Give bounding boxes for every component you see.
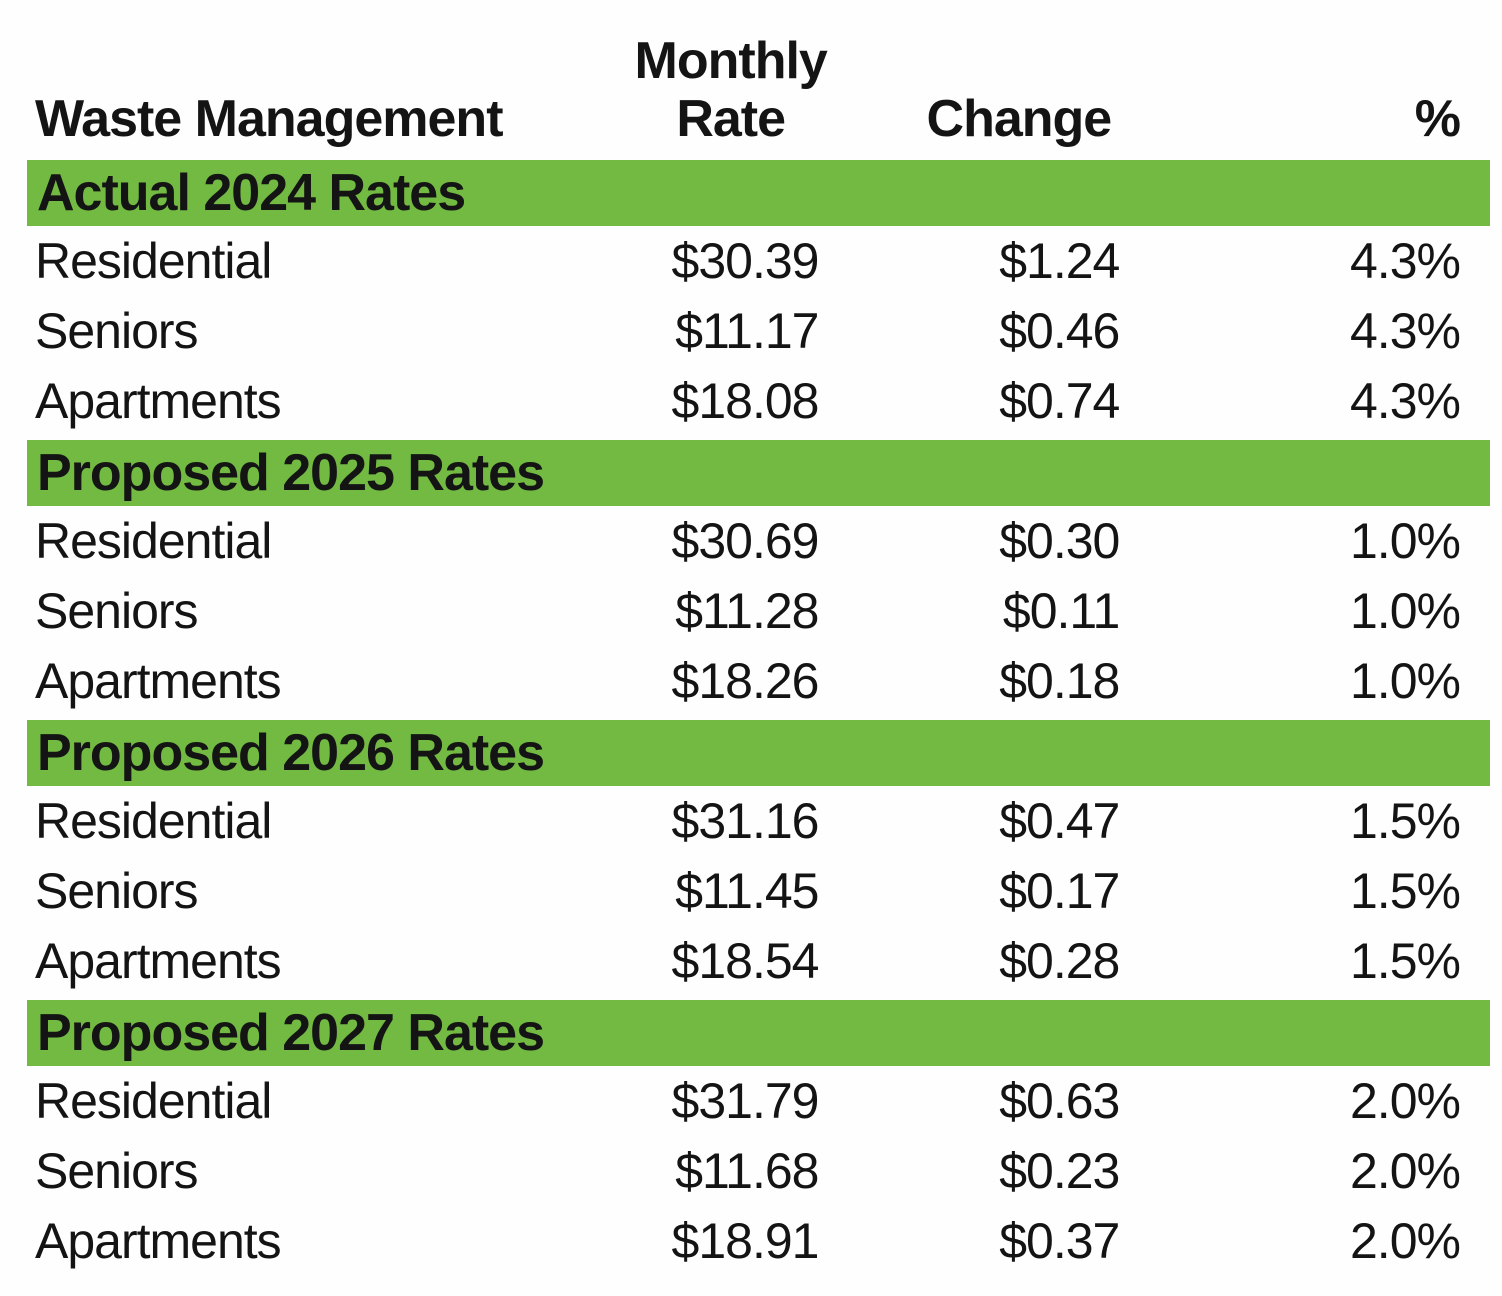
rate-cell: $18.54 [671, 933, 820, 989]
rate-cell: $11.68 [675, 1143, 819, 1199]
section-title: Actual 2024 Rates [37, 164, 466, 222]
rate-cell: $31.79 [671, 1073, 820, 1129]
change-cell: $0.74 [999, 373, 1120, 429]
row-label-cell: Seniors [35, 303, 199, 359]
section-title: Proposed 2026 Rates [37, 724, 545, 782]
section-header-band: Proposed 2025 Rates [27, 440, 1490, 506]
percent-cell: 4.3% [1350, 373, 1461, 429]
col-header-rate: Rate [676, 89, 786, 148]
row-label-cell: Apartments [35, 933, 282, 989]
rate-cell: $30.69 [671, 513, 820, 569]
section-proposed-2025: Proposed 2025 Rates Residential $30.69 $… [27, 440, 1490, 716]
change-cell: $0.17 [999, 863, 1120, 919]
percent-cell: 1.0% [1350, 653, 1461, 709]
percent-cell: 2.0% [1350, 1143, 1461, 1199]
table-row: Residential $30.39 $1.24 4.3% [27, 226, 1490, 296]
row-label-cell: Seniors [35, 1143, 199, 1199]
row-label-cell: Apartments [35, 1213, 282, 1269]
section-header-band: Proposed 2027 Rates [27, 1000, 1490, 1066]
rate-cell: $18.08 [671, 373, 820, 429]
table-row: Apartments $18.08 $0.74 4.3% [27, 366, 1490, 436]
table-header-row: Waste Management Monthly Rate Change % [27, 0, 1490, 160]
section-proposed-2026: Proposed 2026 Rates Residential $31.16 $… [27, 720, 1490, 996]
percent-cell: 4.3% [1350, 303, 1461, 359]
percent-cell: 1.5% [1350, 933, 1461, 989]
rate-cell: $31.16 [671, 793, 820, 849]
table-row: Seniors $11.28 $0.11 1.0% [27, 576, 1490, 646]
rate-cell: $11.17 [675, 303, 819, 359]
row-label-cell: Apartments [35, 653, 282, 709]
percent-cell: 1.5% [1350, 863, 1461, 919]
percent-cell: 1.0% [1350, 513, 1461, 569]
section-title: Proposed 2027 Rates [37, 1004, 545, 1062]
table-row: Seniors $11.68 $0.23 2.0% [27, 1136, 1490, 1206]
section-header-band: Actual 2024 Rates [27, 160, 1490, 226]
section-header-band: Proposed 2026 Rates [27, 720, 1490, 786]
col-header-change: Change [926, 89, 1113, 148]
table-row: Residential $31.16 $0.47 1.5% [27, 786, 1490, 856]
col-header-percent: % [1414, 89, 1461, 148]
table-row: Apartments $18.26 $0.18 1.0% [27, 646, 1490, 716]
rate-cell: $11.45 [675, 863, 819, 919]
row-label-cell: Seniors [35, 583, 199, 639]
row-label-cell: Seniors [35, 863, 199, 919]
col-header-monthly-rate: Monthly Rate [583, 32, 879, 148]
row-label-cell: Residential [35, 793, 272, 849]
rate-cell: $11.28 [675, 583, 819, 639]
section-proposed-2027: Proposed 2027 Rates Residential $31.79 $… [27, 1000, 1490, 1276]
row-label-cell: Residential [35, 513, 272, 569]
row-label-cell: Residential [35, 1073, 272, 1129]
change-cell: $0.28 [999, 933, 1120, 989]
percent-cell: 1.0% [1350, 583, 1461, 639]
change-cell: $0.63 [999, 1073, 1120, 1129]
table-row: Residential $31.79 $0.63 2.0% [27, 1066, 1490, 1136]
row-label-cell: Apartments [35, 373, 282, 429]
percent-cell: 2.0% [1350, 1073, 1461, 1129]
rates-table: Waste Management Monthly Rate Change % A… [27, 0, 1490, 1280]
percent-cell: 2.0% [1350, 1213, 1461, 1269]
change-cell: $0.30 [999, 513, 1120, 569]
section-title: Proposed 2025 Rates [37, 444, 545, 502]
table-row: Residential $30.69 $0.30 1.0% [27, 506, 1490, 576]
table-row: Apartments $18.54 $0.28 1.5% [27, 926, 1490, 996]
row-label-cell: Residential [35, 233, 272, 289]
change-cell: $0.18 [999, 653, 1120, 709]
table-row: Apartments $18.91 $0.37 2.0% [27, 1206, 1490, 1276]
col-header-waste-management: Waste Management [35, 89, 504, 148]
change-cell: $1.24 [999, 233, 1120, 289]
percent-cell: 1.5% [1350, 793, 1461, 849]
percent-cell: 4.3% [1350, 233, 1461, 289]
change-cell: $0.37 [999, 1213, 1120, 1269]
change-cell: $0.47 [999, 793, 1120, 849]
rate-cell: $18.26 [671, 653, 820, 709]
rate-cell: $30.39 [671, 233, 820, 289]
table-row: Seniors $11.17 $0.46 4.3% [27, 296, 1490, 366]
change-cell: $0.23 [999, 1143, 1120, 1199]
change-cell: $0.11 [1002, 583, 1120, 639]
section-actual-2024: Actual 2024 Rates Residential $30.39 $1.… [27, 160, 1490, 436]
change-cell: $0.46 [999, 303, 1120, 359]
col-header-monthly: Monthly [634, 31, 828, 90]
table-row: Seniors $11.45 $0.17 1.5% [27, 856, 1490, 926]
rate-cell: $18.91 [671, 1213, 820, 1269]
